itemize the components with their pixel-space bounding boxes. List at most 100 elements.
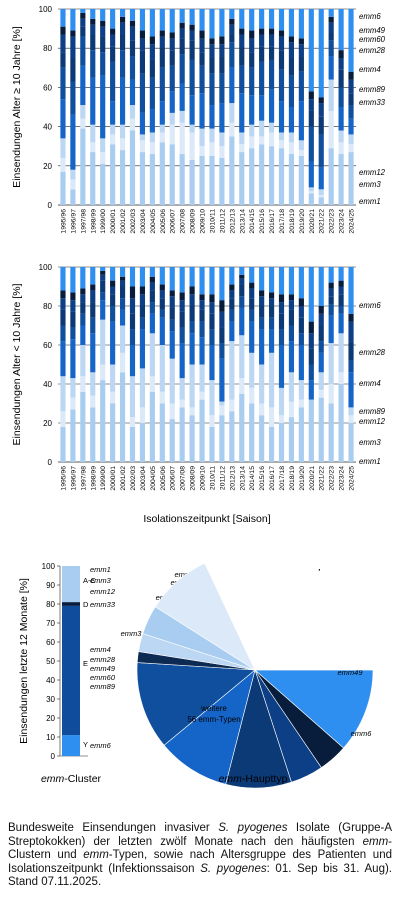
x-tick-label: 2015/16 bbox=[259, 209, 266, 234]
bar-segment-emm49 bbox=[80, 288, 86, 295]
bar-segment-emm89 bbox=[229, 42, 235, 68]
y-tick-label: 30 bbox=[46, 695, 55, 704]
bar-segment-emm60 bbox=[70, 36, 76, 58]
bar-segment-emm6 bbox=[90, 267, 96, 285]
chart-age-under-10: 0 20 40 60 80 100 1995/96 1996/97 1997/98 1998/99… bbox=[11, 263, 386, 525]
bar-segment-emm6 bbox=[338, 267, 344, 281]
bar-segment-emm28 bbox=[60, 52, 66, 68]
bar-segment-emm89 bbox=[209, 329, 215, 345]
bar-segment-emm89 bbox=[199, 65, 205, 94]
bar-segment-emm3 bbox=[139, 140, 146, 153]
bar-segment-emm12 bbox=[348, 407, 354, 416]
x-tick-label: 2024/25 bbox=[349, 209, 356, 234]
bar-segment-emm49 bbox=[80, 12, 86, 19]
bar-segment-emm28 bbox=[268, 46, 275, 60]
bar-segment-emm1 bbox=[298, 156, 304, 205]
bar-segment-emm6 bbox=[229, 9, 235, 19]
bar-segment-emm49 bbox=[189, 24, 195, 31]
bar-segment-emm28 bbox=[328, 296, 334, 305]
bar-segment-emm4 bbox=[169, 91, 175, 113]
bar-segment-emm4 bbox=[308, 161, 314, 188]
bar-segment-emm60 bbox=[90, 290, 96, 303]
bar-segment-emm28 bbox=[90, 34, 96, 51]
bar-segment-emm3 bbox=[239, 378, 245, 394]
bar-segment-emm28 bbox=[199, 309, 205, 322]
bar-segment-emm3 bbox=[348, 144, 354, 153]
bar-segment-emm1 bbox=[139, 423, 146, 462]
bar-segment-emm3 bbox=[90, 395, 96, 408]
bar-segment-emm49 bbox=[259, 290, 265, 297]
chart-age-over-10: 0 20 40 60 80 100 1995/96 1996/97 1997/98 1998/99… bbox=[11, 5, 386, 234]
bar-segment-emm28 bbox=[219, 56, 225, 74]
bar-segment-emm89 bbox=[139, 317, 146, 330]
bar-segment-emm4 bbox=[139, 112, 146, 135]
bar-segment-emm4 bbox=[348, 118, 354, 135]
bar-segment-emm12 bbox=[328, 79, 334, 111]
bar-segment-emm12 bbox=[199, 364, 205, 392]
bar-segment-emm49 bbox=[159, 284, 165, 291]
bar-segment-emm3 bbox=[90, 142, 96, 153]
pie-slice-emm89 bbox=[136, 662, 256, 746]
bar-segment-emm49 bbox=[90, 18, 96, 25]
bar-segment-emm12 bbox=[239, 335, 245, 379]
bar-segment-emm3 bbox=[179, 399, 185, 408]
bar-segment-emm60 bbox=[149, 44, 155, 60]
bar-segment-emm3 bbox=[119, 138, 126, 151]
bar-segment-emm6 bbox=[338, 9, 344, 51]
bar-segment-emm89 bbox=[249, 67, 255, 96]
bar-segment-emm1 bbox=[129, 130, 136, 205]
bar-segment-emm4 bbox=[80, 325, 86, 345]
bar-segment-emm49 bbox=[139, 30, 146, 39]
bar-segment-emm49 bbox=[298, 298, 304, 306]
bar-segment-emm4 bbox=[80, 65, 86, 106]
bar-segment-emm60 bbox=[348, 321, 354, 342]
bar-segment-emm60 bbox=[318, 103, 324, 117]
bar-segment-emm6 bbox=[278, 9, 285, 31]
y-tick-label: 80 bbox=[43, 44, 52, 53]
bar-segment-emm1 bbox=[308, 193, 314, 205]
bar-segment-emm3 bbox=[70, 179, 76, 190]
pie-other-label: 56 emm-Typen bbox=[187, 715, 240, 724]
bar-segment-emm89 bbox=[189, 321, 195, 334]
bar-segment-emm49 bbox=[119, 276, 126, 281]
y-axis-label: Einsendungen Alter < 10 Jahre [%] bbox=[11, 283, 23, 445]
x-tick-label: 2021/22 bbox=[319, 466, 326, 491]
bar-segment-emm89 bbox=[268, 317, 275, 330]
bar-segment-emm4 bbox=[308, 380, 314, 400]
bar-segment-emm1 bbox=[219, 415, 225, 462]
x-tick-label: 2011/12 bbox=[219, 209, 226, 233]
cluster-group-label: A-C bbox=[83, 576, 97, 585]
bar-segment-emm3 bbox=[308, 191, 314, 194]
bar-segment-emm3 bbox=[100, 364, 106, 381]
bar-segment-emm12 bbox=[219, 401, 225, 406]
bar-segment-emm1 bbox=[179, 154, 185, 205]
x-tick-label: 2003/04 bbox=[140, 466, 147, 491]
bar-segment-emm89 bbox=[348, 360, 354, 373]
bar-segment-emm49 bbox=[169, 290, 175, 297]
caption-text-5: : 01. Sep bis 31. Aug). Stand 07.11.2025… bbox=[8, 862, 392, 889]
bar-segment-emm12 bbox=[209, 380, 215, 416]
bar-segment-emm1 bbox=[159, 142, 165, 205]
bar-segment-emm4 bbox=[348, 372, 354, 408]
bar-segment-emm4 bbox=[70, 339, 76, 379]
bar-segment-emm1 bbox=[278, 423, 285, 462]
bar-segment-emm49 bbox=[239, 28, 245, 35]
caption-text-3: -Clustern und bbox=[8, 835, 392, 862]
x-tick-label: 2016/17 bbox=[269, 209, 276, 234]
cluster-group-label: E bbox=[83, 659, 88, 668]
bar-segment-emm6 bbox=[259, 267, 265, 291]
bar-segment-emm60 bbox=[338, 286, 344, 295]
bar-segment-emm28 bbox=[119, 34, 126, 51]
bar-segment-emm60 bbox=[259, 34, 265, 47]
bar-segment-emm6 bbox=[239, 9, 245, 29]
pie-slice-emm6 bbox=[254, 669, 374, 749]
bar-segment-emm3 bbox=[259, 403, 265, 416]
bar-segment-emm1 bbox=[149, 391, 155, 462]
bar-segment-emm6 bbox=[189, 9, 195, 25]
bar-segment-emm3 bbox=[229, 122, 235, 137]
bar-segment-emm28 bbox=[189, 306, 195, 322]
bar-segment-emm6 bbox=[149, 9, 155, 37]
bar-segment-emm28 bbox=[259, 46, 265, 62]
bar-segment-emm1 bbox=[328, 148, 334, 205]
bar-segment-emm4 bbox=[268, 89, 275, 123]
